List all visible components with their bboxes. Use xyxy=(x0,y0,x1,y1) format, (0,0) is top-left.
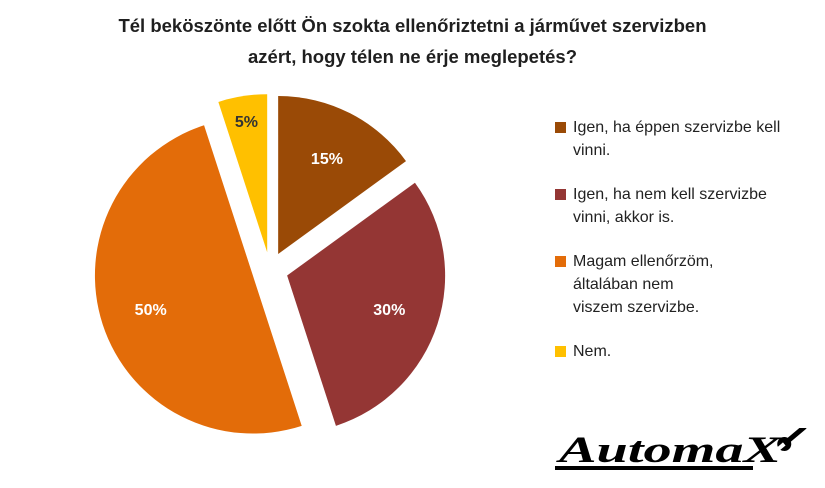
legend-label-line: vinni, akkor is. xyxy=(573,209,675,226)
legend-item-magam: Magam ellenőrzöm, általában nem viszem s… xyxy=(551,250,821,319)
chart-title-line-1: Tél beköszönte előtt Ön szokta ellenőriz… xyxy=(118,15,707,36)
automax-logo: AutomaX xyxy=(555,428,807,471)
chart-legend: Igen, ha éppen szervizbe kell vinni. Ige… xyxy=(551,116,821,363)
chart-title-line-2: azért, hogy télen ne érje meglepetés? xyxy=(248,46,577,67)
legend-label-line: általában nem xyxy=(573,276,674,293)
legend-item-igen-eppen: Igen, ha éppen szervizbe kell vinni. xyxy=(551,116,821,162)
legend-item-nem: Nem. xyxy=(551,340,821,363)
data-label-igen-akkor-is: 30% xyxy=(373,302,405,319)
legend-swatch xyxy=(555,189,566,200)
wrench-icon xyxy=(776,428,807,451)
legend-swatch xyxy=(555,256,566,267)
legend-label-line: Igen, ha nem kell szervizbe xyxy=(573,186,767,203)
legend-swatch xyxy=(555,346,566,357)
legend-label-line: Igen, ha éppen szervizbe kell xyxy=(573,119,781,136)
legend-swatch xyxy=(555,122,566,133)
pie-slice-magam xyxy=(94,125,302,434)
pie-slice-nem xyxy=(218,94,268,253)
legend-label-line: vinni. xyxy=(573,142,611,159)
logo-text: AutomaX xyxy=(556,430,783,471)
legend-label-line: Nem. xyxy=(573,343,612,360)
logo-underline xyxy=(555,466,753,470)
data-label-nem: 5% xyxy=(235,114,258,131)
legend-label-line: viszem szervizbe. xyxy=(573,299,700,316)
data-label-magam: 50% xyxy=(135,302,167,319)
data-label-igen-eppen: 15% xyxy=(311,151,343,168)
chart-title: Tél beköszönte előtt Ön szokta ellenőriz… xyxy=(0,10,825,72)
pie-slice-igen-akkor-is xyxy=(287,182,446,426)
pie-slice-igen-eppen xyxy=(278,95,406,254)
legend-item-igen-akkor-is: Igen, ha nem kell szervizbe vinni, akkor… xyxy=(551,183,821,229)
legend-label-line: Magam ellenőrzöm, xyxy=(573,253,714,270)
